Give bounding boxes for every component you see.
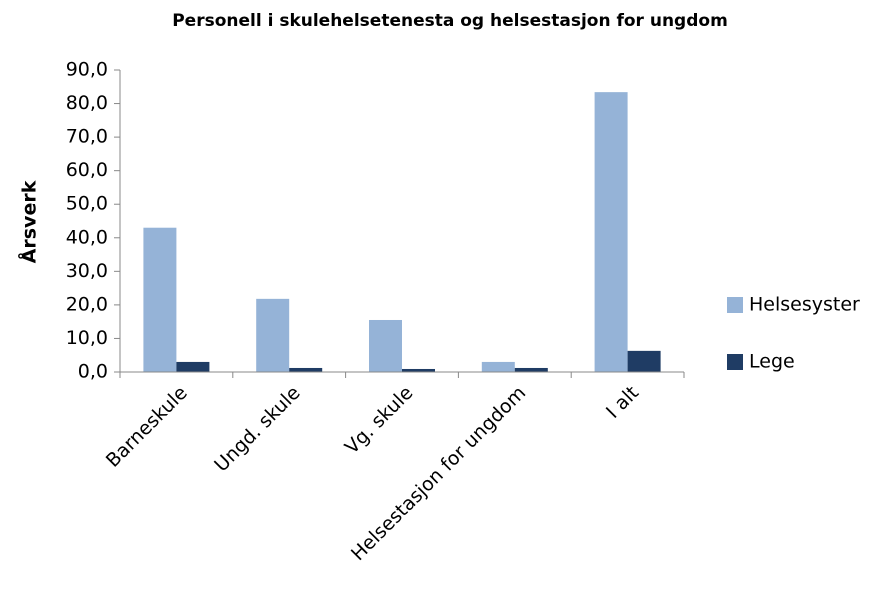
y-axis-title: Årsverk — [17, 180, 41, 263]
legend-label: Helsesyster — [749, 294, 860, 316]
bar — [289, 367, 323, 372]
bar — [627, 350, 661, 372]
x-tick-label: Barneskule — [102, 382, 192, 472]
y-tick-label: 40,0 — [66, 226, 108, 248]
bar — [514, 367, 548, 372]
bar — [402, 368, 435, 372]
y-tick-label: 80,0 — [66, 92, 108, 114]
y-tick-label: 10,0 — [66, 327, 108, 349]
bar — [369, 319, 402, 372]
legend-label: Lege — [749, 351, 795, 373]
bar — [256, 298, 290, 372]
x-tick-label: Vg. skule — [341, 382, 418, 459]
y-tick-label: 0,0 — [78, 361, 108, 383]
bar — [594, 92, 628, 372]
y-tick-label: 70,0 — [66, 126, 108, 148]
y-tick-label: 90,0 — [66, 59, 108, 81]
legend-swatch — [727, 297, 743, 313]
x-tick-label: Ungd. skule — [210, 382, 304, 476]
bar — [143, 227, 177, 372]
x-tick-label: I alt — [602, 382, 643, 423]
bar — [481, 361, 515, 372]
bar — [176, 361, 210, 372]
y-tick-label: 50,0 — [66, 193, 108, 215]
chart-title: Personell i skulehelsetenesta og helsest… — [172, 11, 728, 31]
y-tick-label: 20,0 — [66, 293, 108, 315]
legend-swatch — [727, 354, 743, 370]
y-tick-label: 30,0 — [66, 260, 108, 282]
y-tick-label: 60,0 — [66, 159, 108, 181]
